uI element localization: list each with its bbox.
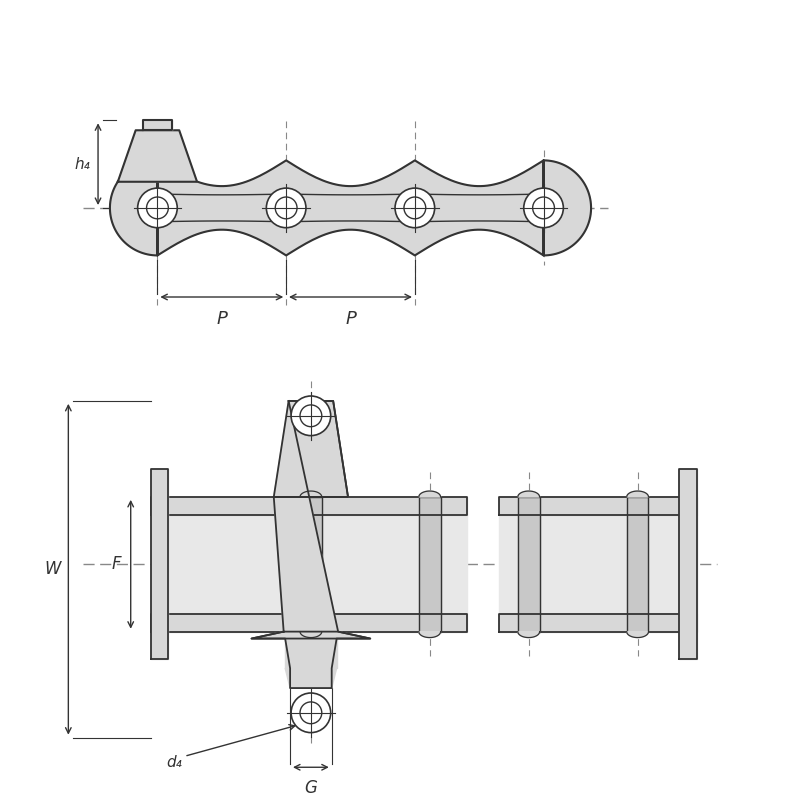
Polygon shape (142, 120, 172, 130)
Polygon shape (285, 668, 337, 688)
Polygon shape (518, 491, 539, 497)
Text: G: G (305, 779, 318, 797)
Polygon shape (419, 497, 441, 632)
Polygon shape (499, 614, 697, 632)
Polygon shape (626, 632, 649, 638)
Polygon shape (150, 515, 467, 614)
Polygon shape (679, 470, 697, 659)
Polygon shape (300, 632, 322, 638)
Polygon shape (274, 401, 348, 497)
Polygon shape (419, 491, 441, 497)
Polygon shape (626, 497, 649, 632)
Text: h₄: h₄ (74, 157, 90, 172)
Polygon shape (300, 497, 322, 632)
Polygon shape (419, 632, 441, 638)
Polygon shape (626, 491, 649, 497)
Polygon shape (499, 497, 697, 515)
Polygon shape (150, 470, 168, 659)
Text: F: F (112, 555, 122, 574)
Circle shape (266, 188, 306, 228)
Polygon shape (518, 497, 539, 632)
Polygon shape (251, 401, 370, 688)
Polygon shape (150, 497, 467, 515)
Polygon shape (285, 638, 337, 668)
Circle shape (291, 693, 330, 733)
Circle shape (291, 396, 330, 436)
Circle shape (138, 188, 178, 228)
Circle shape (524, 188, 563, 228)
Polygon shape (518, 632, 539, 638)
Polygon shape (110, 160, 591, 255)
Polygon shape (499, 515, 697, 614)
Text: P: P (345, 310, 356, 328)
Polygon shape (118, 130, 197, 182)
Circle shape (395, 188, 434, 228)
Polygon shape (300, 491, 322, 497)
Text: P: P (216, 310, 227, 328)
Text: d₄: d₄ (166, 755, 182, 770)
Polygon shape (150, 614, 467, 632)
Polygon shape (251, 632, 370, 638)
Text: W: W (44, 560, 61, 578)
